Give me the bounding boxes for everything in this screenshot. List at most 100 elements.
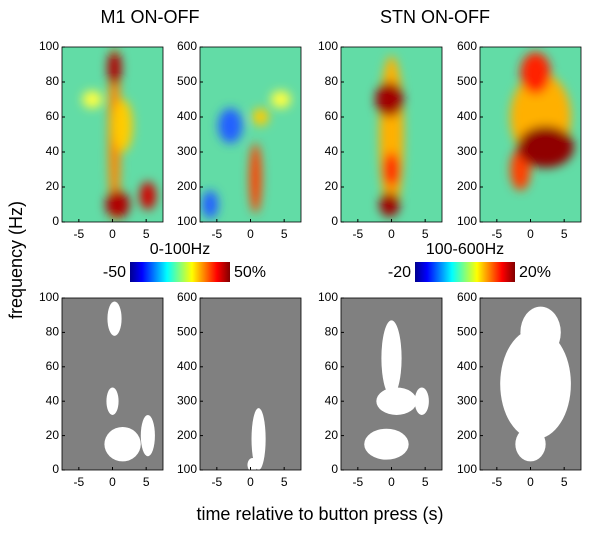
x-tick-label: 0 [109, 227, 116, 241]
y-tick-label: 600 [177, 39, 197, 53]
y-tick-label: 0 [52, 462, 59, 476]
x-tick-label: 0 [247, 475, 254, 489]
y-tick-label: 20 [46, 428, 60, 442]
significance-region [140, 414, 155, 457]
y-tick-label: 100 [318, 39, 338, 53]
heatmap-blob [105, 190, 130, 219]
x-tick-label: -5 [491, 475, 502, 489]
x-tick-label: -5 [352, 475, 363, 489]
y-tick-label: 500 [457, 325, 477, 339]
y-tick-label: 300 [177, 393, 197, 407]
heatmap-blobs [202, 90, 291, 219]
y-tick-label: 300 [457, 144, 477, 158]
y-tick-label: 500 [177, 325, 197, 339]
y-tick-label: 600 [177, 290, 197, 304]
heatmap-blob [249, 143, 262, 214]
y-tick-label: 200 [457, 179, 477, 193]
heatmap-blob [82, 90, 103, 109]
y-tick-label: 100 [39, 39, 59, 53]
colorbar-tick-label: -20 [388, 264, 411, 281]
y-tick-label: 100 [177, 462, 197, 476]
group-title: M1 ON-OFF [101, 7, 200, 27]
heatmap-blobs [375, 55, 404, 217]
colorbar-tick-label: 20% [519, 264, 551, 281]
x-tick-label: 0 [388, 227, 395, 241]
heatmap-blob [379, 192, 400, 217]
significance-region [520, 306, 561, 359]
y-tick-label: 0 [52, 214, 59, 228]
heatmap-blob [383, 152, 400, 187]
y-tick-label: 80 [325, 74, 339, 88]
significance-region [515, 427, 546, 462]
y-tick-label: 100 [177, 214, 197, 228]
x-tick-label: 0 [388, 475, 395, 489]
x-tick-label: 0 [247, 227, 254, 241]
y-tick-label: 60 [325, 109, 339, 123]
y-tick-label: 400 [457, 359, 477, 373]
y-tick-label: 300 [177, 144, 197, 158]
heatmap-blobs [82, 47, 156, 222]
x-axis-label: time relative to button press (s) [196, 504, 443, 524]
x-tick-label: 0 [109, 475, 116, 489]
significance-region [414, 387, 429, 415]
x-tick-label: 0 [527, 475, 534, 489]
y-tick-label: 80 [46, 74, 60, 88]
colorbar-label: 0-100Hz [150, 241, 210, 258]
heatmap-blob [218, 108, 243, 144]
heatmap-blob [202, 190, 219, 219]
y-tick-label: 40 [325, 144, 339, 158]
group-title: STN ON-OFF [380, 7, 490, 27]
panel [62, 298, 163, 470]
y-tick-label: 100 [39, 290, 59, 304]
y-tick-label: 100 [457, 462, 477, 476]
heatmap-blobs [510, 52, 574, 191]
mask-background [200, 298, 301, 470]
x-tick-label: 5 [143, 227, 150, 241]
heatmap-blob [517, 125, 574, 168]
y-tick-label: 500 [457, 74, 477, 88]
x-tick-label: 5 [561, 227, 568, 241]
heatmap-blob [520, 52, 551, 95]
heatmap-blob [112, 99, 133, 152]
panel [62, 47, 163, 222]
significance-region [251, 408, 266, 470]
x-tick-label: 5 [143, 475, 150, 489]
x-tick-label: 5 [281, 227, 288, 241]
significance-region [106, 387, 119, 415]
y-tick-label: 20 [46, 179, 60, 193]
y-tick-label: 200 [177, 428, 197, 442]
colorbar [130, 262, 230, 282]
colorbar-tick-label: -50 [103, 264, 126, 281]
x-tick-label: 0 [527, 227, 534, 241]
significance-region [104, 427, 141, 462]
y-tick-label: 0 [331, 462, 338, 476]
y-tick-label: 200 [457, 428, 477, 442]
panel [341, 47, 442, 222]
y-tick-label: 60 [325, 359, 339, 373]
y-tick-label: 400 [177, 109, 197, 123]
significance-region [376, 387, 417, 415]
y-tick-label: 40 [46, 144, 60, 158]
y-tick-label: 80 [325, 325, 339, 339]
y-tick-label: 40 [46, 393, 60, 407]
x-tick-label: 5 [281, 475, 288, 489]
significance-region [107, 301, 122, 336]
y-tick-label: 400 [177, 359, 197, 373]
colorbar-label: 100-600Hz [426, 241, 504, 258]
significance-region [381, 320, 402, 397]
heatmap-blob [375, 82, 404, 117]
panel [341, 298, 442, 470]
heatmap-blob [379, 55, 404, 214]
significance-region [247, 457, 258, 470]
y-tick-label: 60 [46, 359, 60, 373]
x-tick-label: 5 [422, 227, 429, 241]
x-tick-label: -5 [73, 475, 84, 489]
significance-region [364, 428, 409, 460]
panel [480, 298, 581, 470]
x-tick-label: -5 [73, 227, 84, 241]
y-tick-label: 600 [457, 39, 477, 53]
heatmap-blob [270, 90, 291, 109]
y-tick-label: 100 [318, 290, 338, 304]
y-tick-label: 100 [457, 214, 477, 228]
